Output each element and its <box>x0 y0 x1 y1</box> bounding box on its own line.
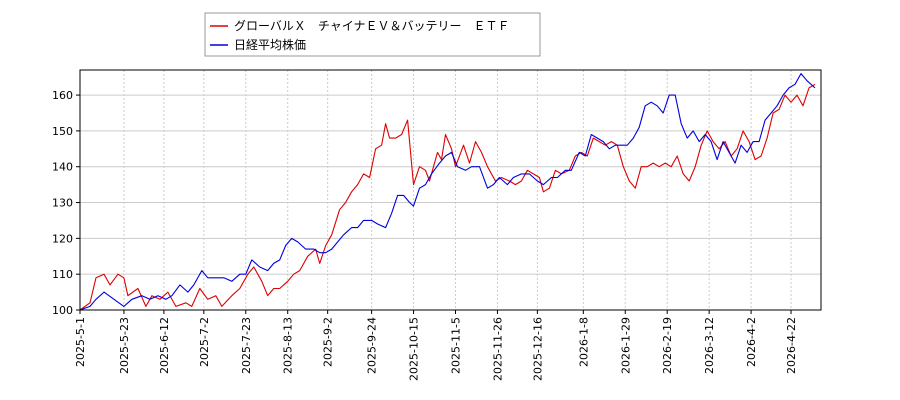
x-tick-label: 2025-9-2 <box>322 317 335 367</box>
plot-frame <box>79 69 822 311</box>
grid-lines <box>79 70 821 311</box>
legend: グローバルＸ チャイナＥＶ＆バッテリー ＥＴＦ 日経平均株価 <box>204 12 541 57</box>
x-tick-label: 2026-4-22 <box>785 317 798 374</box>
y-tick-label: 110 <box>52 268 73 281</box>
y-tick-label: 100 <box>52 304 73 317</box>
legend-label-series-0: グローバルＸ チャイナＥＶ＆バッテリー ＥＴＦ <box>234 19 510 33</box>
x-tick-label: 2025-10-15 <box>408 317 421 381</box>
legend-label-series-1: 日経平均株価 <box>234 37 306 52</box>
x-tick-label: 2025-7-2 <box>198 317 211 367</box>
x-tick-label: 2026-1-29 <box>619 317 632 374</box>
x-tick-label: 2025-8-13 <box>282 317 295 374</box>
series-line-1 <box>79 73 816 311</box>
x-tick-label: 2025-5-23 <box>118 317 131 374</box>
x-tick-label: 2025-6-12 <box>158 317 171 374</box>
x-tick-label: 2026-1-8 <box>577 317 590 367</box>
y-tick-label: 150 <box>52 125 73 138</box>
y-tick-label: 120 <box>52 232 73 245</box>
series-line-0 <box>79 83 816 311</box>
y-tick-label: 160 <box>52 89 73 102</box>
x-tick-label: 2025-5-1 <box>74 317 87 367</box>
x-tick-label: 2026-3-12 <box>703 317 716 374</box>
x-tick-label: 2025-11-26 <box>491 317 504 381</box>
axis-layer: 100 110 120 130 140 150 160 2025-5-1 2025-5-23 20… <box>52 89 798 381</box>
y-tick-label: 130 <box>52 197 73 210</box>
x-tick-label: 2025-7-23 <box>240 317 253 374</box>
x-tick-label: 2026-4-2 <box>745 317 758 367</box>
legend-box <box>204 12 541 57</box>
x-tick-label: 2025-9-24 <box>366 317 379 374</box>
y-tick-label: 140 <box>52 161 73 174</box>
series-layer <box>79 73 816 311</box>
x-tick-label: 2026-2-19 <box>661 317 674 374</box>
x-tick-label: 2025-11-5 <box>449 317 462 374</box>
x-tick-label: 2025-12-16 <box>531 317 544 381</box>
